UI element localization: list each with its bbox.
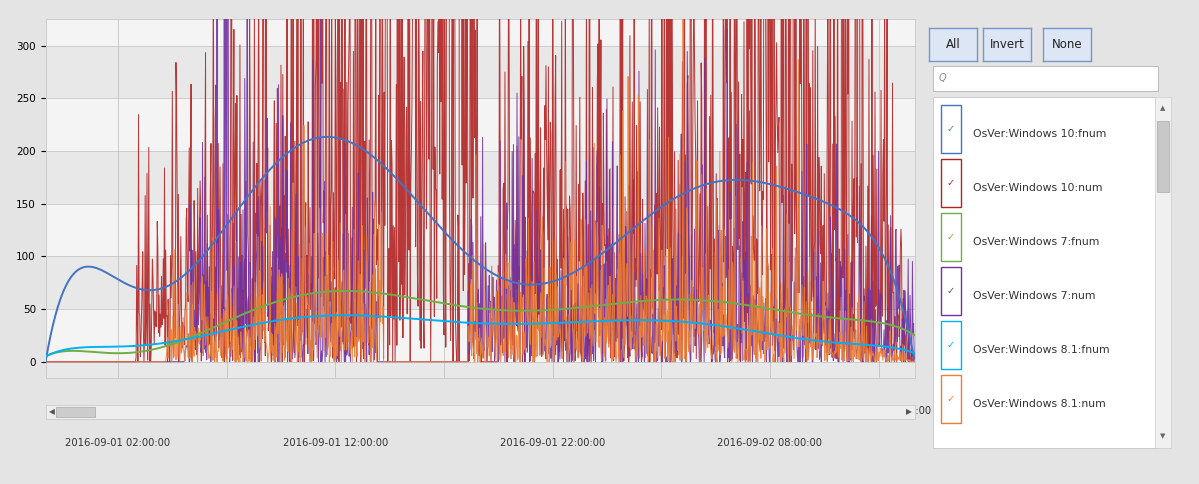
FancyBboxPatch shape xyxy=(941,320,962,369)
Text: OsVer:Windows 10:num: OsVer:Windows 10:num xyxy=(974,183,1103,193)
Text: 2016-09-02 03:00:00: 2016-09-02 03:00:00 xyxy=(609,406,713,416)
Text: ▲: ▲ xyxy=(1161,106,1165,112)
Text: ✓: ✓ xyxy=(947,232,954,242)
Text: 2016-09-02 18:00:00: 2016-09-02 18:00:00 xyxy=(935,439,1040,448)
Text: ✓: ✓ xyxy=(947,394,954,404)
Text: OsVer:Windows 7:num: OsVer:Windows 7:num xyxy=(974,291,1096,301)
Text: ✓: ✓ xyxy=(947,178,954,188)
Text: 2016-09-01 12:00:00: 2016-09-01 12:00:00 xyxy=(283,439,388,448)
FancyBboxPatch shape xyxy=(941,375,962,423)
Text: ✓: ✓ xyxy=(947,340,954,350)
Bar xyxy=(46,362,915,378)
Text: OsVer:Windows 8.1:fnum: OsVer:Windows 8.1:fnum xyxy=(974,345,1110,355)
FancyBboxPatch shape xyxy=(941,212,962,261)
FancyBboxPatch shape xyxy=(941,267,962,315)
Bar xyxy=(46,45,915,98)
Text: OsVer:Windows 10:fnum: OsVer:Windows 10:fnum xyxy=(974,129,1107,139)
Text: ▶: ▶ xyxy=(905,408,911,416)
Bar xyxy=(46,204,915,257)
FancyBboxPatch shape xyxy=(1157,121,1169,192)
Bar xyxy=(46,19,915,45)
Text: 2016-09-01 07:00:00: 2016-09-01 07:00:00 xyxy=(174,406,279,416)
Bar xyxy=(46,151,915,204)
Bar xyxy=(46,98,915,151)
Text: ◀: ◀ xyxy=(49,408,55,416)
Text: OsVer:Windows 7:fnum: OsVer:Windows 7:fnum xyxy=(974,237,1099,247)
FancyBboxPatch shape xyxy=(941,105,962,153)
Text: 2016-09-02 13:00:00: 2016-09-02 13:00:00 xyxy=(826,406,932,416)
Text: OsVer:Windows 8.1:num: OsVer:Windows 8.1:num xyxy=(974,399,1107,408)
Text: Q: Q xyxy=(939,74,946,83)
Text: 2016-09-01 17:00:00: 2016-09-01 17:00:00 xyxy=(391,406,496,416)
Text: ▼: ▼ xyxy=(1161,433,1165,439)
Text: 2016-09-01 22:00:00: 2016-09-01 22:00:00 xyxy=(500,439,605,448)
Bar xyxy=(46,309,915,362)
Text: 2016-09-02 08:00:00: 2016-09-02 08:00:00 xyxy=(717,439,823,448)
Text: Invert: Invert xyxy=(989,38,1025,50)
FancyBboxPatch shape xyxy=(941,159,962,207)
Text: All: All xyxy=(946,38,960,50)
Text: ✓: ✓ xyxy=(947,124,954,134)
Text: 2016-09-01 02:00:00: 2016-09-01 02:00:00 xyxy=(66,439,170,448)
Text: ✓: ✓ xyxy=(947,286,954,296)
FancyBboxPatch shape xyxy=(56,407,95,417)
Text: None: None xyxy=(1052,38,1083,50)
Bar xyxy=(46,257,915,309)
